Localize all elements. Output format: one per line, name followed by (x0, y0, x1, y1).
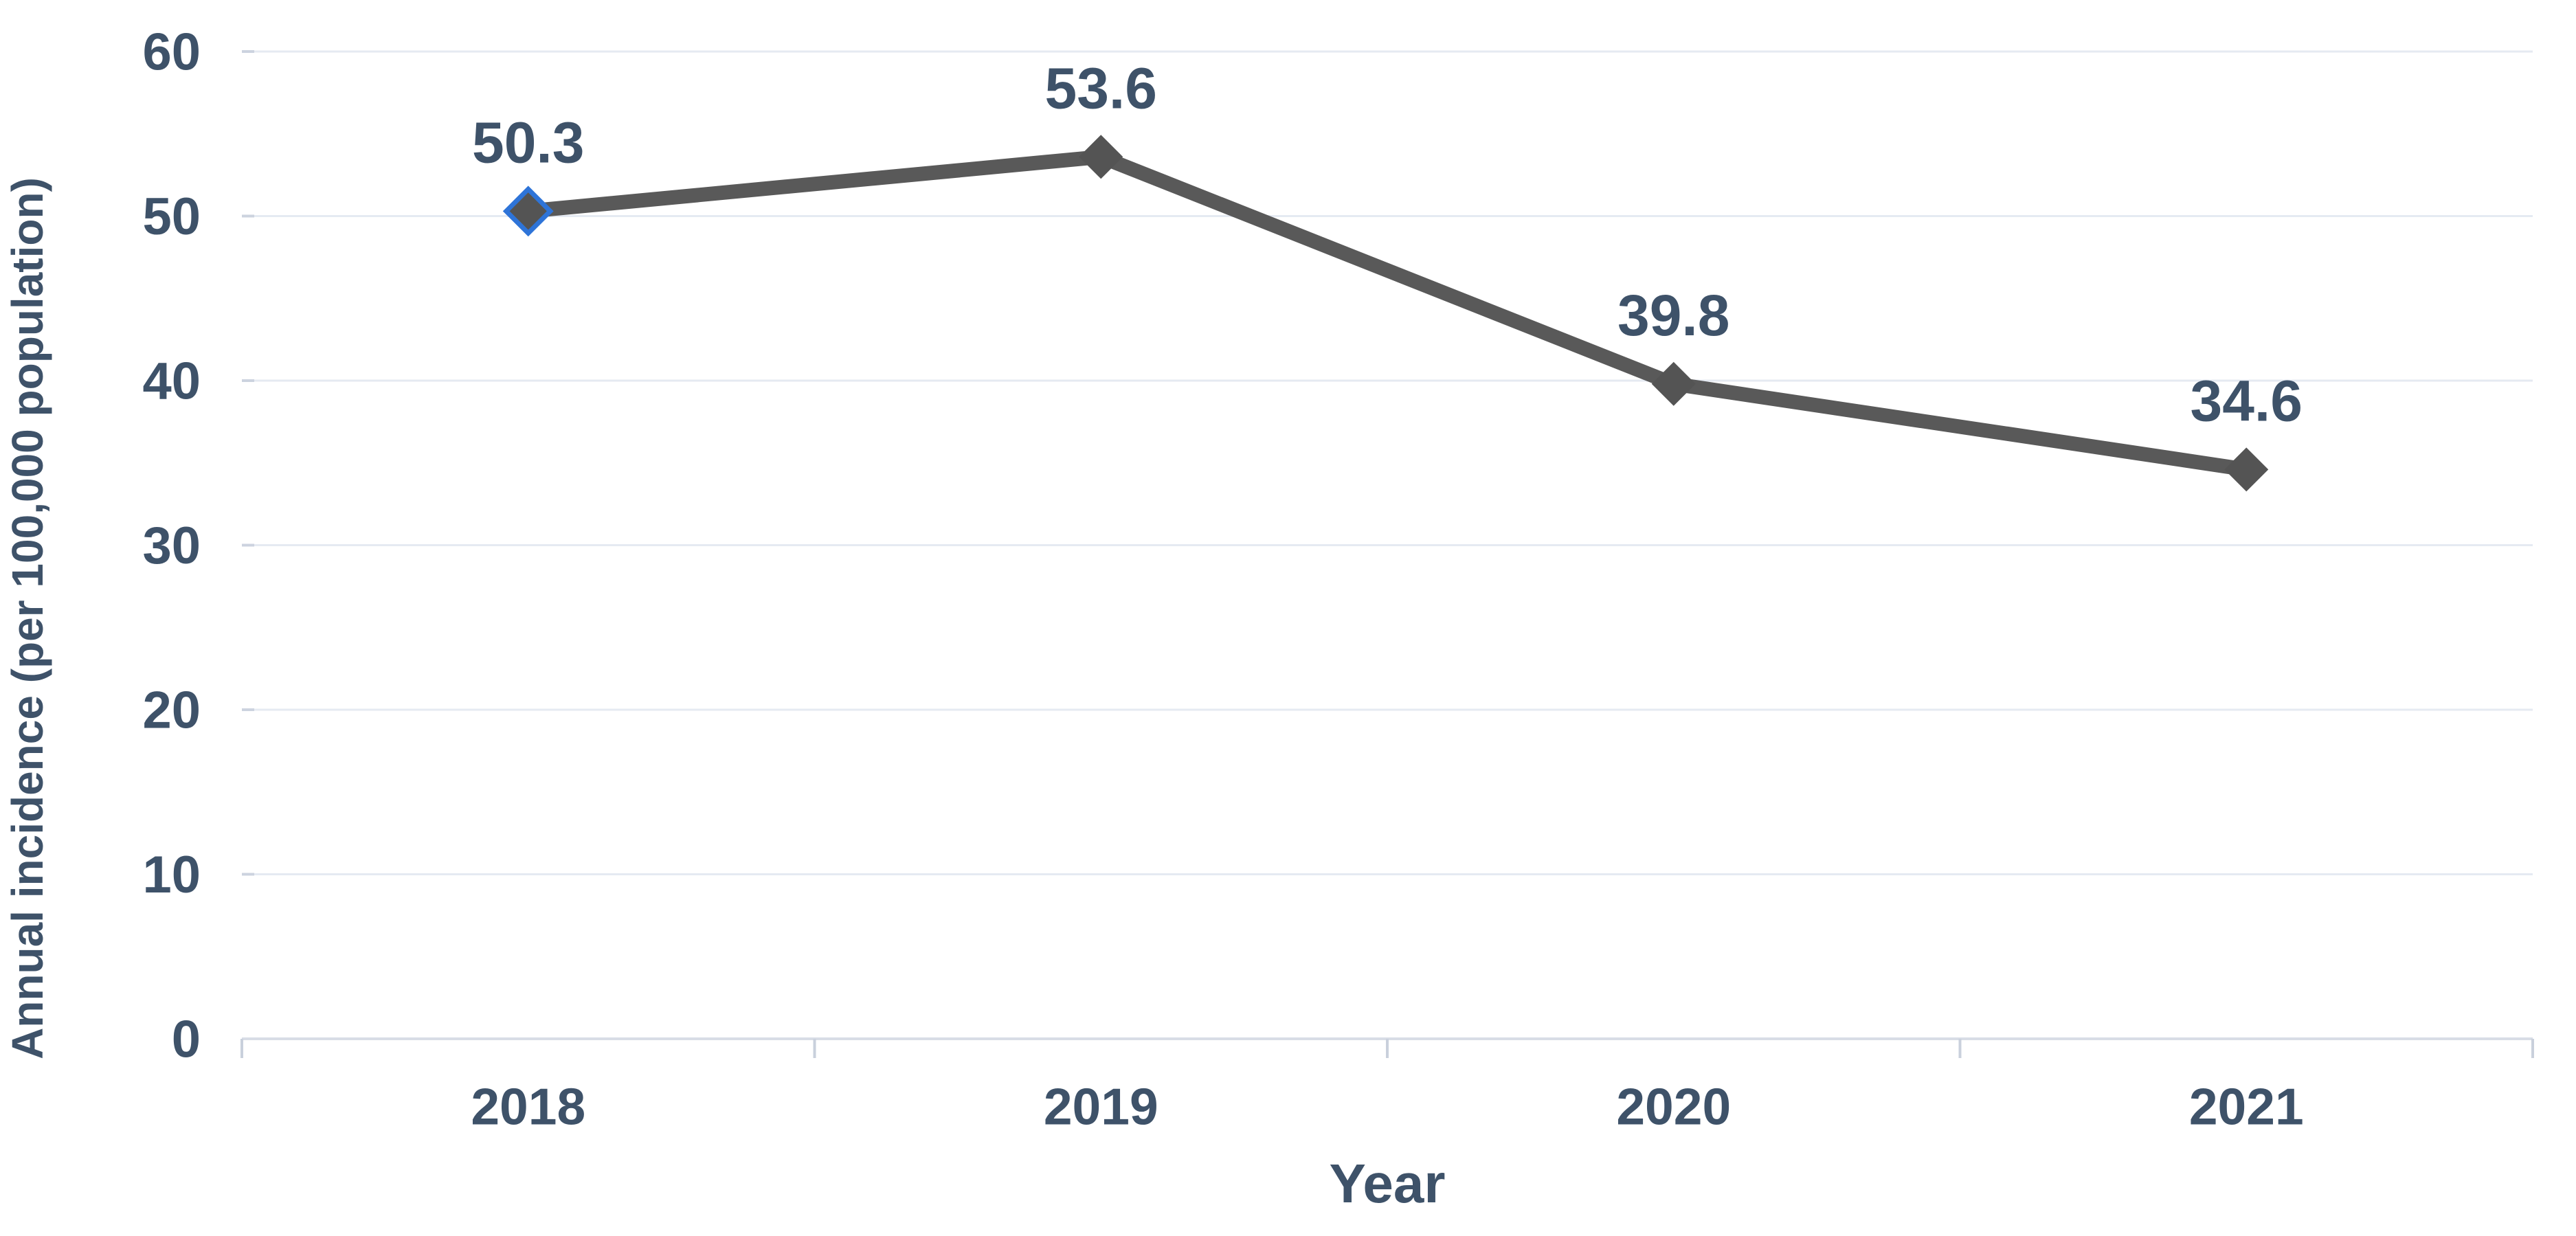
y-tick-label-50: 50 (142, 188, 201, 246)
data-label-2021: 34.6 (2191, 369, 2303, 434)
y-axis-title: Annual incidence (per 100,000 population… (3, 177, 52, 1059)
x-tick-label-2020: 2020 (1616, 1077, 1731, 1135)
data-point-marker-2021 (2224, 447, 2269, 492)
data-label-2019: 53.6 (1045, 56, 1158, 121)
x-tick-label-2018: 2018 (471, 1077, 585, 1135)
data-point-marker-2018 (502, 186, 554, 237)
x-tick-label-2019: 2019 (1044, 1077, 1158, 1135)
y-tick-label-0: 0 (172, 1011, 201, 1069)
gridlines-group (242, 50, 2533, 876)
y-tick-label-10: 10 (142, 846, 201, 904)
series-group (502, 135, 2269, 492)
x-axis-title: Year (1329, 1153, 1445, 1214)
axis-group (240, 1037, 2534, 1058)
data-point-marker-2019 (1079, 135, 1123, 179)
data-point-marker-2020 (1651, 361, 1696, 406)
series-line (527, 149, 2248, 477)
data-label-2020: 39.8 (1617, 283, 1730, 348)
y-tick-label-20: 20 (142, 682, 201, 740)
x-tick-label-2021: 2021 (2189, 1077, 2304, 1135)
y-tick-label-40: 40 (142, 352, 201, 411)
data-label-2018: 50.3 (472, 111, 585, 175)
y-tick-label-30: 30 (142, 517, 201, 575)
y-tick-label-60: 60 (142, 23, 201, 82)
labels-group: 0 10 20 30 40 50 60 2018 2019 2020 2021 50.3 53.6 39.… (142, 23, 2303, 1136)
